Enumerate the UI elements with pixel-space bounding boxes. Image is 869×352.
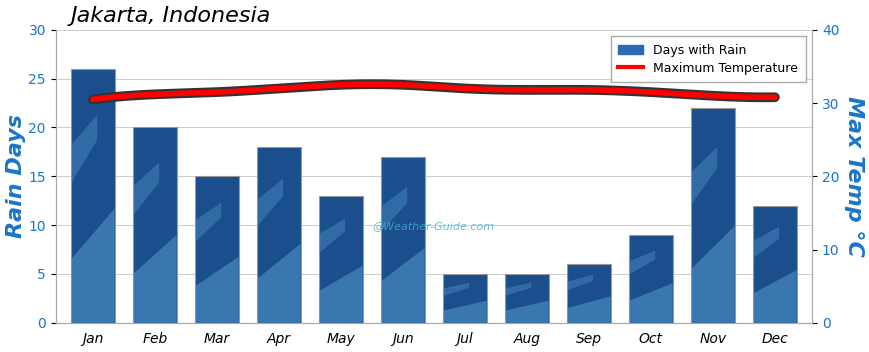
Polygon shape	[753, 270, 796, 323]
Bar	[381, 157, 424, 323]
Polygon shape	[133, 163, 159, 215]
Bar	[71, 69, 115, 323]
Polygon shape	[690, 147, 716, 205]
Polygon shape	[195, 257, 238, 323]
Polygon shape	[381, 248, 424, 323]
Polygon shape	[319, 219, 345, 253]
Polygon shape	[753, 227, 779, 258]
Polygon shape	[505, 301, 548, 323]
Text: @Weather-Guide.com: @Weather-Guide.com	[373, 221, 494, 231]
Y-axis label: Rain Days: Rain Days	[5, 114, 25, 238]
Polygon shape	[567, 296, 610, 323]
Polygon shape	[628, 283, 672, 323]
Polygon shape	[257, 244, 301, 323]
Bar	[753, 206, 796, 323]
Polygon shape	[628, 251, 654, 275]
Bar	[628, 235, 672, 323]
Bar	[567, 264, 610, 323]
Bar	[195, 176, 238, 323]
Polygon shape	[195, 203, 221, 242]
Polygon shape	[133, 235, 176, 323]
Polygon shape	[71, 208, 115, 323]
Bar	[133, 127, 176, 323]
Y-axis label: Max Temp °C: Max Temp °C	[844, 96, 864, 257]
Polygon shape	[567, 275, 593, 290]
Polygon shape	[442, 283, 468, 296]
Bar	[442, 274, 486, 323]
Bar	[690, 108, 733, 323]
Polygon shape	[381, 187, 407, 232]
Polygon shape	[71, 115, 97, 183]
Text: Jakarta, Indonesia: Jakarta, Indonesia	[70, 6, 271, 26]
Polygon shape	[442, 301, 486, 323]
Polygon shape	[505, 283, 531, 296]
Bar	[319, 196, 362, 323]
Polygon shape	[257, 179, 283, 226]
Legend: Days with Rain, Maximum Temperature: Days with Rain, Maximum Temperature	[610, 36, 805, 82]
Polygon shape	[690, 226, 733, 323]
Bar	[505, 274, 548, 323]
Bar	[257, 147, 301, 323]
Polygon shape	[319, 266, 362, 323]
